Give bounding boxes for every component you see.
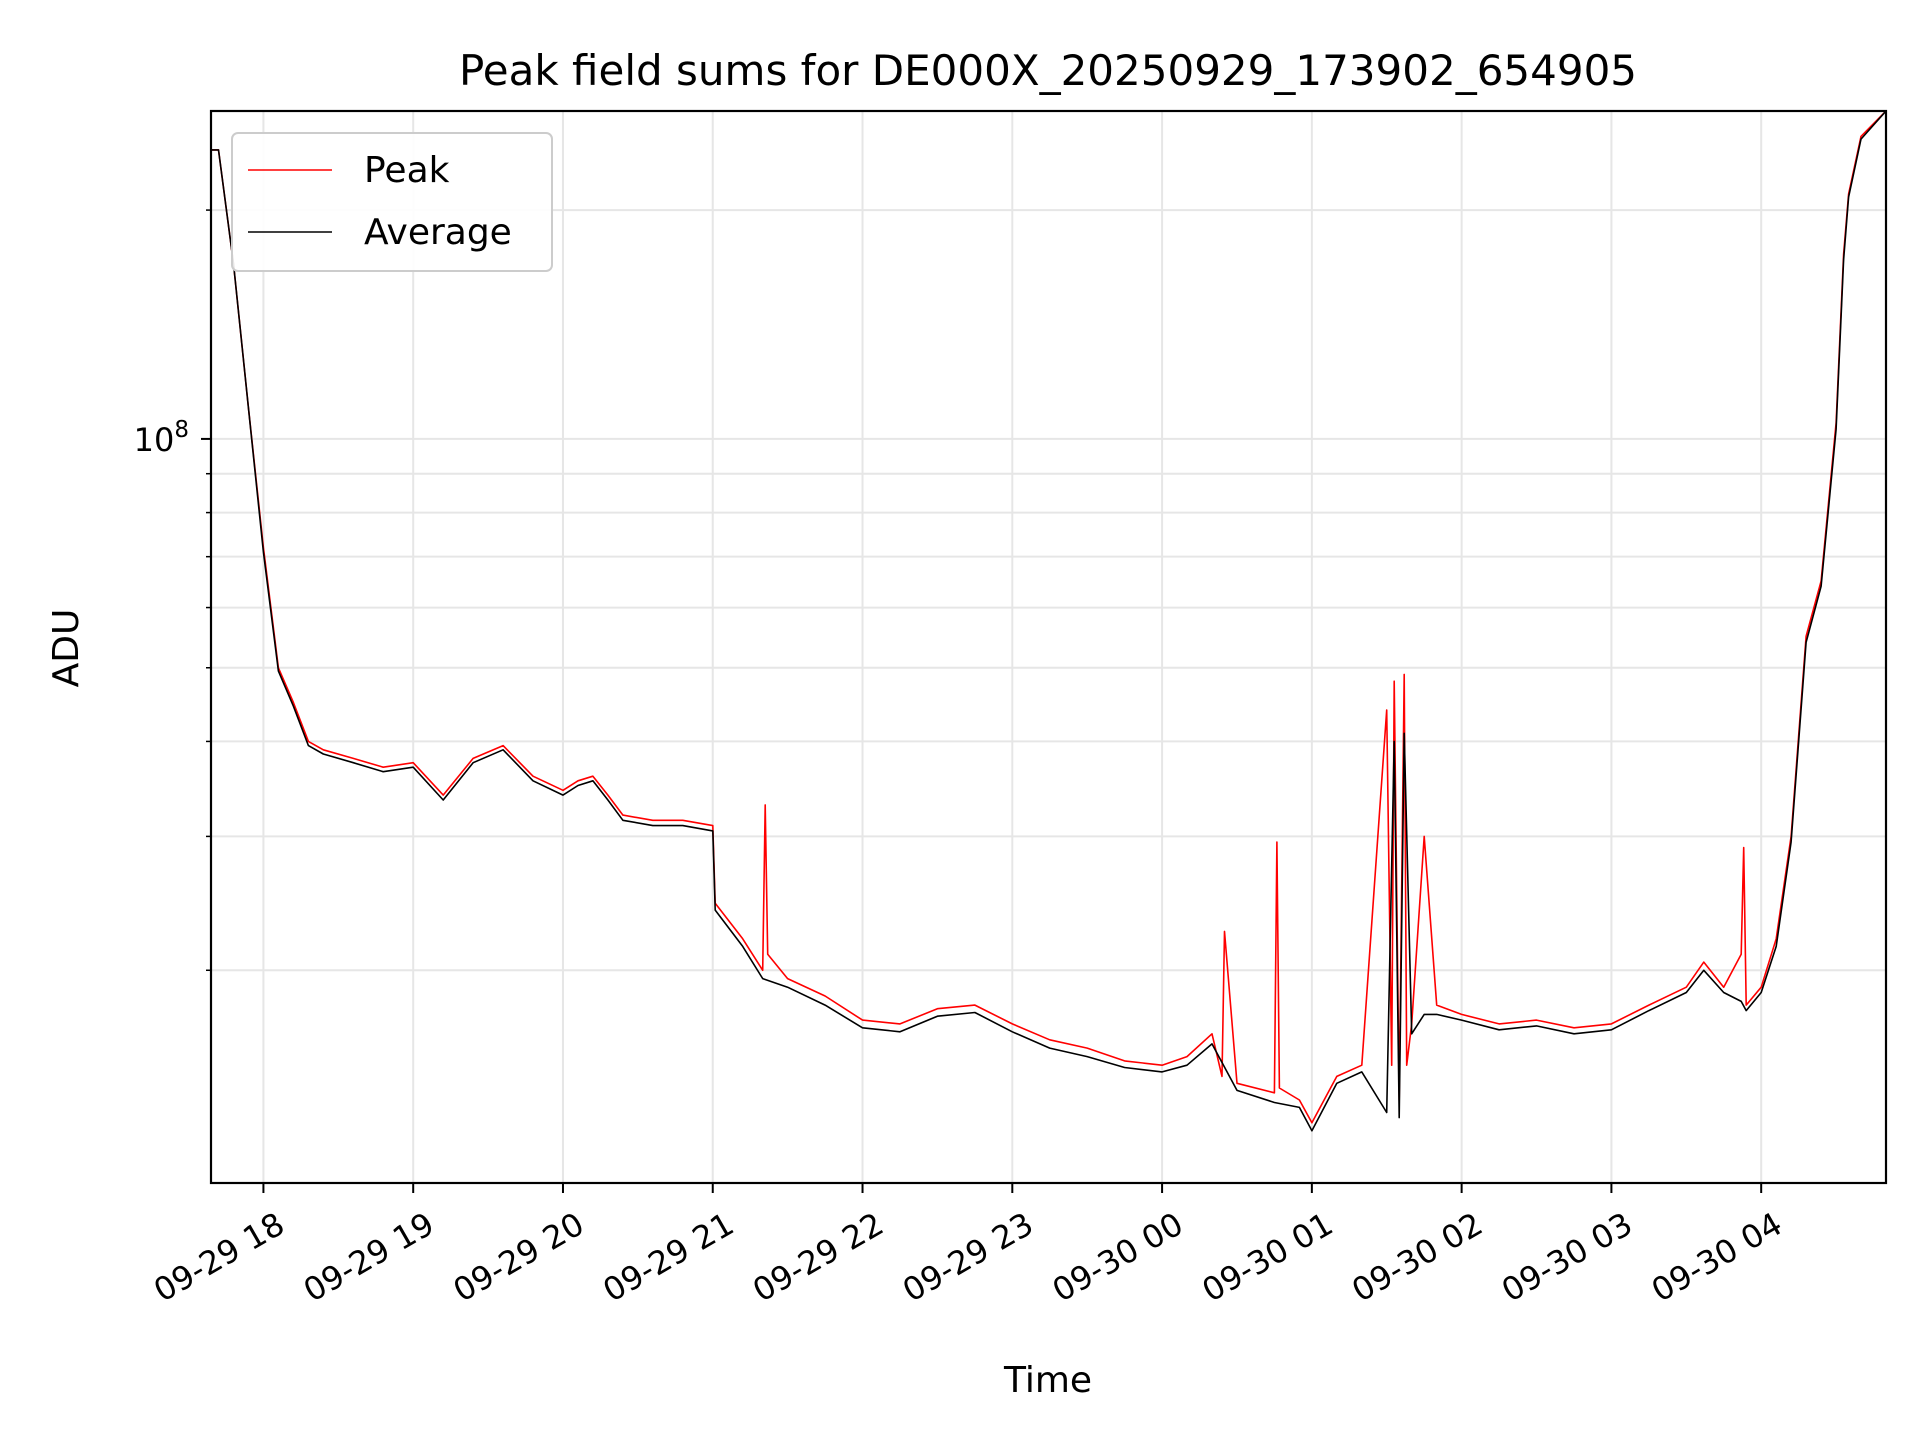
axes-frame [209, 109, 1888, 1185]
grid-lines [211, 111, 1886, 1183]
chart-title: Peak field sums for DE000X_20250929_1739… [459, 46, 1637, 95]
x-tick-label: 09-30 03 [1495, 1205, 1639, 1310]
legend-average-label: Average [364, 212, 512, 253]
x-tick-label: 09-29 18 [147, 1205, 291, 1310]
x-axis-label: Time [1003, 1360, 1092, 1401]
x-tick-label: 09-30 00 [1046, 1205, 1190, 1310]
x-tick-label: 09-30 02 [1345, 1205, 1489, 1310]
x-tick-label: 09-30 04 [1645, 1205, 1789, 1310]
series-line-average [211, 111, 1886, 1132]
plot-area [211, 111, 1886, 1132]
legend-peak-label: Peak [364, 150, 450, 191]
x-tick-label: 09-29 21 [597, 1205, 741, 1310]
x-tick-label: 09-29 22 [746, 1205, 890, 1310]
x-tick-label: 09-30 01 [1196, 1205, 1340, 1310]
series-line-peak [211, 111, 1886, 1124]
legend: Peak Average [231, 132, 553, 272]
x-axis-ticks: 09-29 18 09-29 19 09-29 20 09-29 21 09-29 22… [147, 1183, 1789, 1310]
y-axis-label: ADU [46, 609, 87, 688]
y-tick-label: 108 [134, 417, 189, 459]
y-axis-ticks: 108 [134, 209, 211, 972]
x-tick-label: 09-29 20 [447, 1205, 591, 1310]
x-tick-label: 09-29 23 [896, 1205, 1040, 1310]
legend-box [231, 132, 553, 272]
x-tick-label: 09-29 19 [297, 1205, 441, 1310]
